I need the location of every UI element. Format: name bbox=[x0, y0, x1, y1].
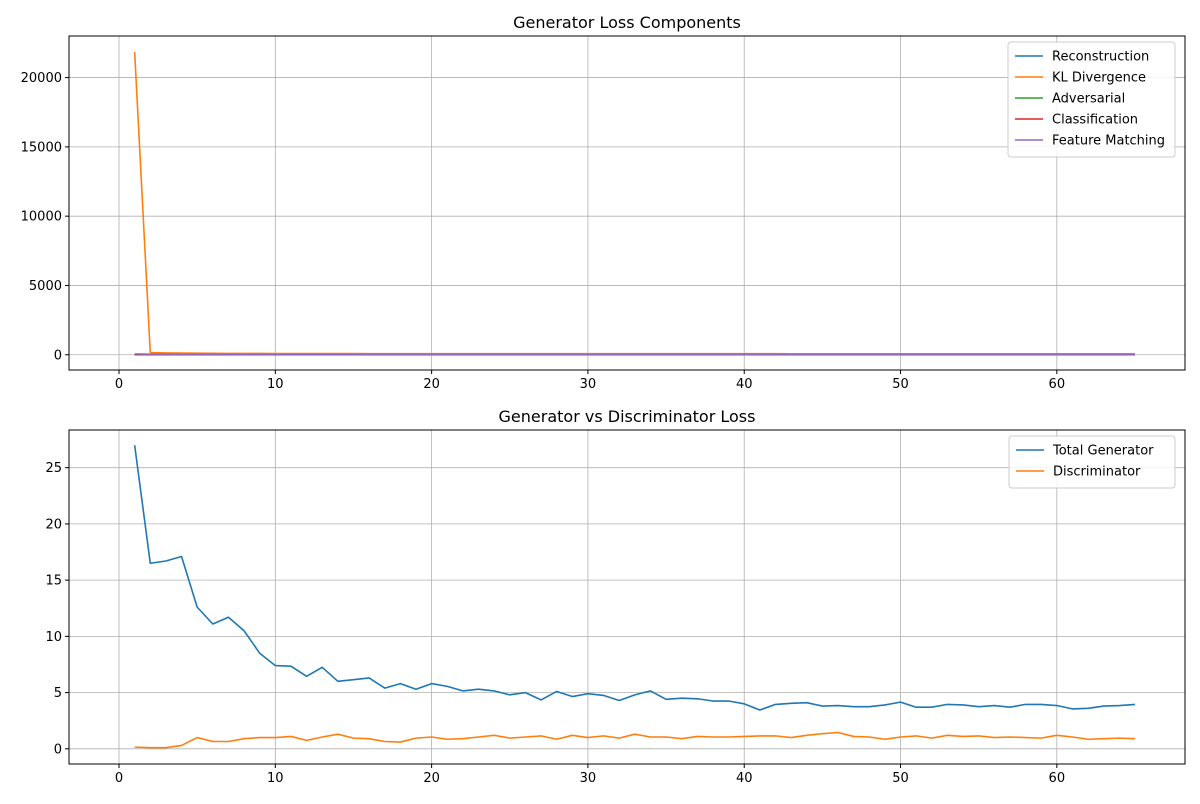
chart-2-x-tick-label: 50 bbox=[892, 771, 909, 786]
chart-2-series-group bbox=[135, 445, 1135, 748]
chart-2-series-line-1 bbox=[135, 445, 1135, 710]
chart-2-x-tick-label: 40 bbox=[736, 771, 753, 786]
chart-1-legend-label-4: Classification bbox=[1052, 113, 1138, 128]
chart-1-x-tick-label: 20 bbox=[423, 377, 440, 392]
chart-2-title: Generator vs Discriminator Loss bbox=[499, 407, 756, 426]
chart-1-series-line-2 bbox=[135, 52, 1135, 354]
chart-1: Generator Loss Components 0 10 20 30 40 50 60 0 5… bbox=[21, 13, 1185, 392]
chart-1-y-tick-label: 5000 bbox=[29, 279, 62, 294]
chart-2-legend: Total Generator Discriminator bbox=[1009, 436, 1175, 488]
chart-2-legend-label-2: Discriminator bbox=[1053, 465, 1141, 480]
chart-1-x-tick-label: 40 bbox=[736, 377, 753, 392]
chart-2-y-tick-label: 25 bbox=[45, 461, 62, 476]
chart-2-series-line-2 bbox=[135, 733, 1135, 748]
chart-1-series-line-5 bbox=[135, 354, 1135, 355]
chart-2-y-tick-label: 5 bbox=[54, 686, 62, 701]
chart-1-legend-label-1: Reconstruction bbox=[1052, 50, 1149, 65]
chart-1-y-tick-label: 10000 bbox=[21, 210, 62, 225]
chart-2: Generator vs Discriminator Loss 0 10 20 30 40… bbox=[45, 407, 1185, 786]
chart-2-x-tick-label: 20 bbox=[423, 771, 440, 786]
chart-1-x-tick-label: 60 bbox=[1049, 377, 1066, 392]
chart-2-x-tick-label: 0 bbox=[115, 771, 123, 786]
chart-1-legend: Reconstruction KL Divergence Adversarial Cl… bbox=[1008, 42, 1175, 157]
chart-1-y-tick-label: 15000 bbox=[21, 140, 62, 155]
chart-1-legend-label-5: Feature Matching bbox=[1052, 134, 1165, 149]
chart-2-y-tick-label: 0 bbox=[54, 742, 62, 757]
chart-2-legend-label-1: Total Generator bbox=[1052, 444, 1154, 459]
chart-1-title: Generator Loss Components bbox=[513, 13, 741, 32]
chart-2-y-tick-label: 10 bbox=[45, 630, 62, 645]
chart-2-x-tick-label: 60 bbox=[1049, 771, 1066, 786]
chart-1-x-tick-label: 50 bbox=[892, 377, 909, 392]
chart-1-x-tick-label: 10 bbox=[267, 377, 284, 392]
chart-2-y-tick-label: 20 bbox=[45, 517, 62, 532]
chart-1-series-group bbox=[135, 52, 1135, 355]
chart-1-legend-label-2: KL Divergence bbox=[1052, 71, 1146, 86]
chart-2-x-tick-label: 30 bbox=[580, 771, 597, 786]
chart-1-x-tick-label: 0 bbox=[115, 377, 123, 392]
chart-1-legend-label-3: Adversarial bbox=[1052, 92, 1125, 107]
chart-1-y-tick-label: 20000 bbox=[21, 71, 62, 86]
chart-1-y-tick-label: 0 bbox=[54, 348, 62, 363]
chart-1-x-tick-label: 30 bbox=[580, 377, 597, 392]
chart-2-x-tick-label: 10 bbox=[267, 771, 284, 786]
chart-2-y-tick-label: 15 bbox=[45, 574, 62, 589]
